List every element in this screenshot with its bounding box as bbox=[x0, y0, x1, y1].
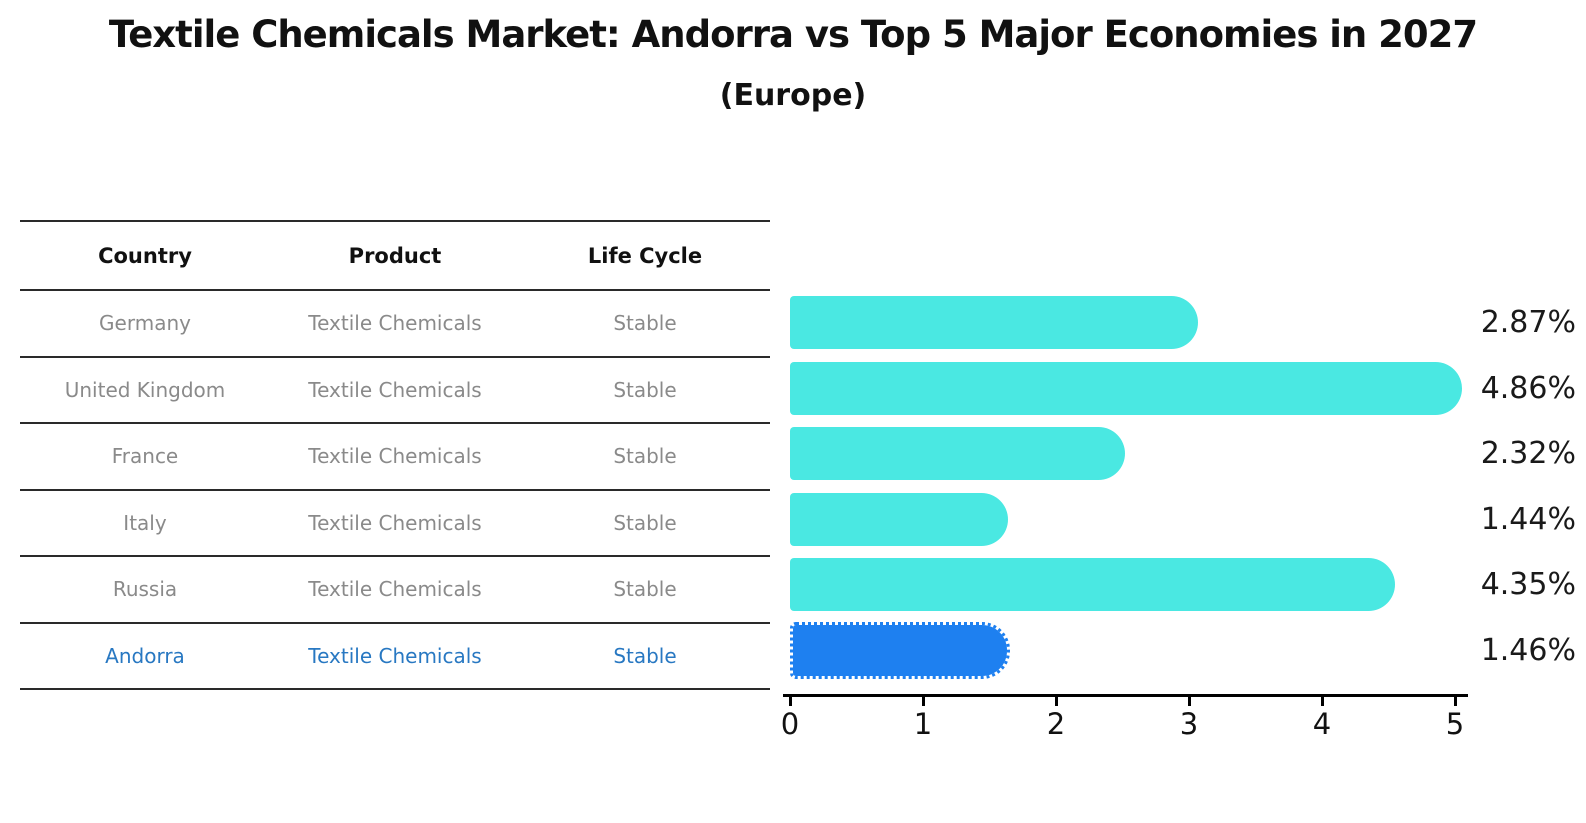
cell-product: Textile Chemicals bbox=[308, 510, 482, 535]
x-axis-tick-label: 0 bbox=[780, 707, 800, 741]
header-cell-product: Product bbox=[348, 243, 442, 268]
comparison-table: Country Product Life Cycle Germany Texti… bbox=[20, 220, 770, 690]
table-row-andorra: Andorra Textile Chemicals Stable bbox=[20, 624, 770, 690]
cell-life-cycle: Stable bbox=[613, 510, 677, 535]
table-row-russia: Russia Textile Chemicals Stable bbox=[20, 557, 770, 624]
cell-life-cycle: Stable bbox=[613, 377, 677, 402]
bar-france bbox=[790, 427, 1125, 480]
value-label-russia: 4.35% bbox=[1480, 567, 1576, 602]
cell-life-cycle: Stable bbox=[613, 577, 677, 602]
chart-title: Textile Chemicals Market: Andorra vs Top… bbox=[108, 13, 1478, 56]
value-label-andorra: 1.46% bbox=[1480, 633, 1576, 668]
cell-country: Germany bbox=[99, 311, 191, 336]
x-axis-tick-label: 2 bbox=[1046, 707, 1066, 741]
cell-country: Italy bbox=[123, 510, 167, 535]
bar-russia bbox=[790, 558, 1395, 611]
cell-country: United Kingdom bbox=[64, 377, 226, 402]
table-header-row: Country Product Life Cycle bbox=[20, 222, 770, 291]
cell-country: Andorra bbox=[105, 643, 185, 668]
x-axis-tick bbox=[789, 697, 792, 706]
value-label-united-kingdom: 4.86% bbox=[1480, 371, 1576, 406]
value-label-france: 2.32% bbox=[1480, 436, 1576, 471]
bar-andorra bbox=[790, 622, 1011, 679]
x-axis-tick bbox=[1188, 697, 1191, 706]
cell-life-cycle: Stable bbox=[613, 444, 677, 469]
x-axis-line bbox=[783, 694, 1468, 697]
cell-product: Textile Chemicals bbox=[308, 444, 482, 469]
x-axis-tick-label: 3 bbox=[1179, 707, 1199, 741]
cell-life-cycle: Stable bbox=[613, 643, 677, 668]
cell-product: Textile Chemicals bbox=[308, 643, 482, 668]
value-label-italy: 1.44% bbox=[1480, 502, 1576, 537]
cell-product: Textile Chemicals bbox=[308, 577, 482, 602]
x-axis-tick-label: 5 bbox=[1445, 707, 1465, 741]
value-label-germany: 2.87% bbox=[1480, 305, 1576, 340]
bar-united-kingdom bbox=[790, 362, 1463, 415]
cell-product: Textile Chemicals bbox=[308, 311, 482, 336]
table-row-italy: Italy Textile Chemicals Stable bbox=[20, 491, 770, 557]
table-row-france: France Textile Chemicals Stable bbox=[20, 424, 770, 491]
x-axis-tick-label: 4 bbox=[1312, 707, 1332, 741]
x-axis-tick bbox=[922, 697, 925, 706]
table-row-germany: Germany Textile Chemicals Stable bbox=[20, 291, 770, 358]
chart-subtitle: (Europe) bbox=[719, 78, 867, 113]
x-axis-tick bbox=[1321, 697, 1324, 706]
cell-life-cycle: Stable bbox=[613, 311, 677, 336]
x-axis-tick-label: 1 bbox=[913, 707, 933, 741]
header-cell-life-cycle: Life Cycle bbox=[587, 243, 703, 268]
x-axis-tick bbox=[1055, 697, 1058, 706]
header-cell-country: Country bbox=[98, 243, 192, 268]
x-axis-tick bbox=[1454, 697, 1457, 706]
cell-product: Textile Chemicals bbox=[308, 377, 482, 402]
cell-country: France bbox=[111, 444, 179, 469]
bar-germany bbox=[790, 296, 1198, 349]
table-row-united-kingdom: United Kingdom Textile Chemicals Stable bbox=[20, 358, 770, 424]
bar-italy bbox=[790, 493, 1008, 546]
cell-country: Russia bbox=[112, 577, 178, 602]
